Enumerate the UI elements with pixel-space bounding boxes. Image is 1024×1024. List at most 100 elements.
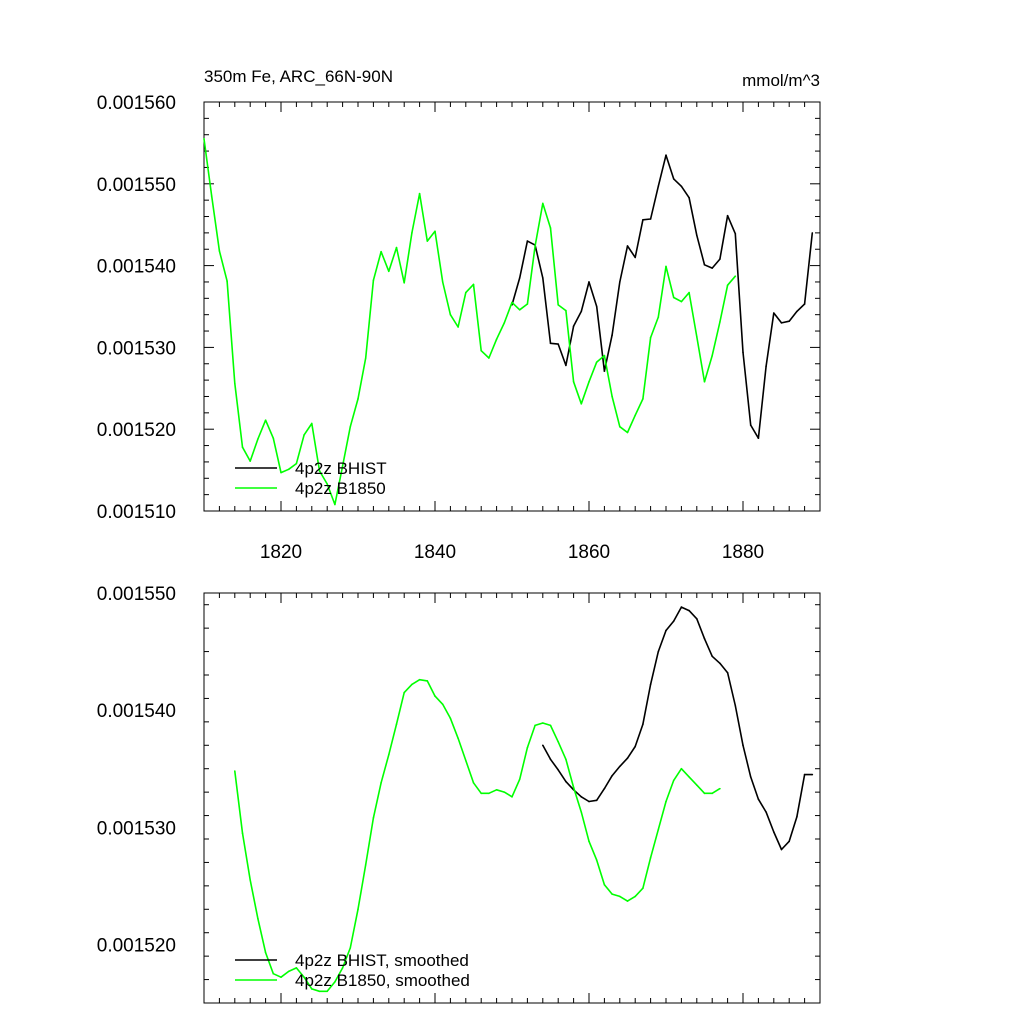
data-point <box>526 303 529 305</box>
data-point <box>418 678 421 681</box>
data-point <box>326 990 329 993</box>
data-point <box>603 354 606 357</box>
y-tick-label: 0.001520 <box>97 420 176 441</box>
data-point <box>580 796 583 798</box>
data-point <box>803 773 806 776</box>
data-point <box>434 230 436 233</box>
data-point <box>549 758 552 761</box>
data-point <box>734 232 737 235</box>
data-point <box>280 471 282 474</box>
data-point <box>234 382 236 385</box>
data-point <box>688 291 690 294</box>
data-point <box>672 779 675 782</box>
data-point <box>672 178 675 180</box>
data-point <box>457 326 459 328</box>
data-point <box>703 263 706 266</box>
data-point <box>595 361 598 363</box>
data-point <box>203 138 205 140</box>
data-point <box>557 769 559 771</box>
y-tick-label: 0.001560 <box>97 93 176 114</box>
data-point <box>503 791 506 793</box>
data-point <box>526 746 529 749</box>
data-point <box>649 336 652 339</box>
data-point <box>765 365 767 368</box>
data-point <box>665 800 667 803</box>
data-point <box>249 879 251 881</box>
data-point <box>488 357 490 359</box>
data-point <box>580 310 583 313</box>
data-point <box>726 671 729 674</box>
data-point <box>388 270 390 273</box>
data-point <box>803 303 806 305</box>
data-point <box>488 792 490 795</box>
data-point <box>719 321 721 323</box>
data-point <box>734 275 737 278</box>
data-point <box>773 831 775 833</box>
legend-label: 4p2z B1850 <box>295 479 386 498</box>
data-point <box>765 811 767 813</box>
data-point <box>642 398 644 400</box>
data-point <box>588 380 590 383</box>
data-point <box>411 683 413 686</box>
data-point <box>241 446 244 448</box>
data-point <box>418 192 421 195</box>
data-point <box>295 967 298 969</box>
data-point <box>526 240 529 242</box>
data-point <box>719 662 721 665</box>
data-point <box>619 425 621 428</box>
data-point <box>672 296 675 299</box>
data-point <box>580 811 583 813</box>
data-point <box>210 195 213 197</box>
data-point <box>734 704 737 707</box>
data-point <box>380 250 382 253</box>
data-point <box>657 650 660 653</box>
data-point <box>542 722 544 724</box>
data-point <box>542 277 544 279</box>
data-point <box>711 792 713 795</box>
top-panel: 350m Fe, ARC_66N-90N mmol/m^3 0.0015100.… <box>97 67 821 563</box>
data-point <box>549 227 552 229</box>
data-point <box>449 717 452 720</box>
data-point <box>796 815 798 818</box>
data-point <box>380 781 382 784</box>
data-point <box>572 380 575 383</box>
data-point <box>434 695 436 697</box>
data-point <box>634 745 636 748</box>
data-point <box>364 357 367 359</box>
data-point <box>657 316 660 318</box>
data-point <box>642 887 644 889</box>
data-point <box>642 218 644 221</box>
data-point <box>257 438 259 440</box>
series-line-b1850 <box>234 678 721 993</box>
data-point <box>688 609 690 612</box>
data-point <box>711 354 713 357</box>
data-point <box>626 900 629 902</box>
data-point <box>349 425 352 428</box>
data-point <box>565 309 567 312</box>
y-tick-label: 0.001530 <box>97 818 176 839</box>
data-point <box>665 265 667 268</box>
data-point <box>619 281 621 283</box>
data-point <box>572 786 575 789</box>
data-point <box>796 310 798 313</box>
data-point <box>611 395 613 398</box>
series-line-bhist <box>511 154 814 440</box>
data-point <box>726 284 729 287</box>
data-point <box>341 967 344 969</box>
data-point <box>749 424 752 426</box>
data-point <box>626 757 629 759</box>
data-point <box>657 185 660 188</box>
data-point <box>811 773 814 776</box>
data-point <box>241 832 244 834</box>
data-point <box>749 776 752 778</box>
legend-label: 4p2z B1850, smoothed <box>295 971 470 990</box>
data-point <box>572 325 575 327</box>
data-point <box>711 655 713 658</box>
legend-label: 4p2z BHIST <box>295 459 387 478</box>
data-point <box>580 403 583 405</box>
data-point <box>234 770 236 772</box>
data-point <box>303 976 305 979</box>
data-point <box>465 291 467 294</box>
data-point <box>449 313 452 316</box>
